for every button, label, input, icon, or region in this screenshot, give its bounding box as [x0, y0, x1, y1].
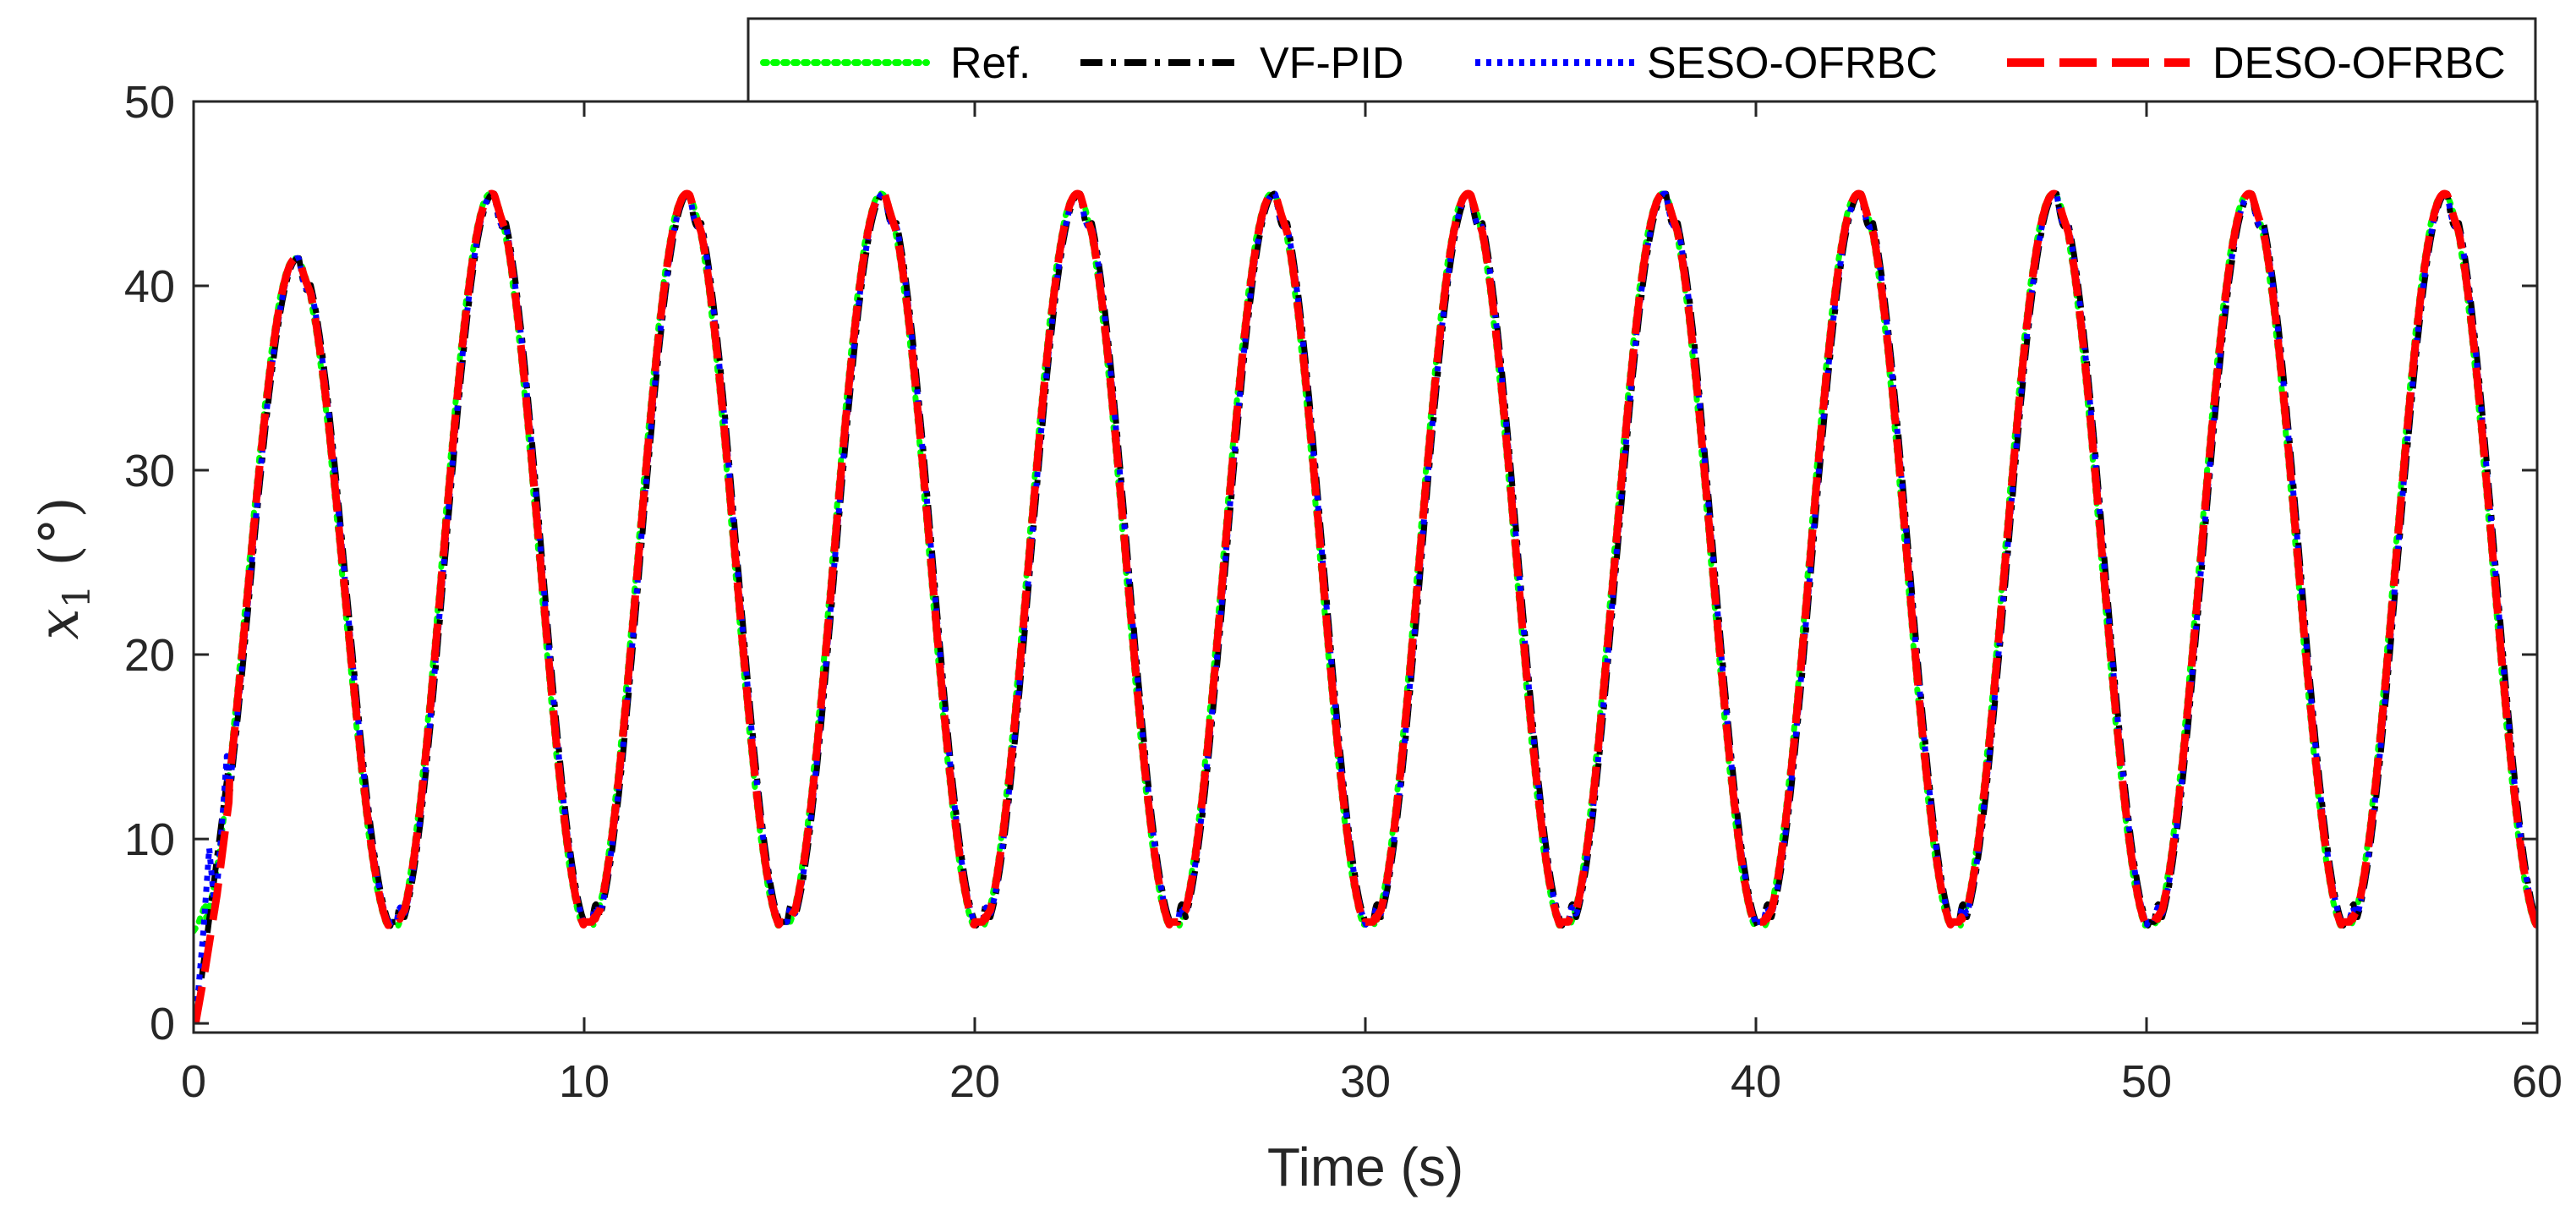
ticks-layer: 0 10 20 30 40 50 60 0 10 20 30 40 50	[124, 77, 2562, 1107]
y-axis-symbol: x	[26, 608, 91, 639]
legend-label-deso-ofrbc: DESO-OFRBC	[2212, 39, 2506, 88]
legend-label-seso-ofrbc: SESO-OFRBC	[1647, 39, 1938, 88]
x-tick-label: 10	[559, 1056, 610, 1107]
legend-label-ref: Ref.	[950, 39, 1031, 88]
series-layer	[194, 189, 2537, 1024]
y-tick-label: 30	[124, 446, 175, 496]
x-tick-label: 20	[949, 1056, 1000, 1107]
x-tick-label: 30	[1340, 1056, 1391, 1107]
x-tick-label: 0	[181, 1056, 206, 1107]
x-axis-title: Time (s)	[1267, 1137, 1463, 1197]
y-axis-subscript: 1	[56, 584, 99, 608]
legend-label-vf-pid: VF-PID	[1260, 39, 1403, 88]
legend-box	[747, 17, 2537, 103]
legend: Ref. VF-PID SESO-OFRBC DESO-OFRBC	[747, 17, 2537, 103]
plot-area	[194, 101, 2537, 1033]
x-tick-label: 50	[2121, 1056, 2172, 1107]
x-tick-label: 60	[2512, 1056, 2562, 1107]
series-line-deso-ofrbc	[194, 189, 2537, 1024]
x-tick-label: 40	[1731, 1056, 1781, 1107]
y-tick-label: 40	[124, 261, 175, 312]
svg-text:x1(°): x1 (°)	[26, 496, 99, 639]
y-tick-label: 50	[124, 77, 175, 128]
y-axis-unit: (°)	[29, 496, 91, 566]
y-axis-title: x1 (°)	[26, 496, 99, 639]
y-tick-label: 20	[124, 630, 175, 681]
y-tick-label: 0	[150, 999, 175, 1049]
y-tick-label: 10	[124, 814, 175, 865]
